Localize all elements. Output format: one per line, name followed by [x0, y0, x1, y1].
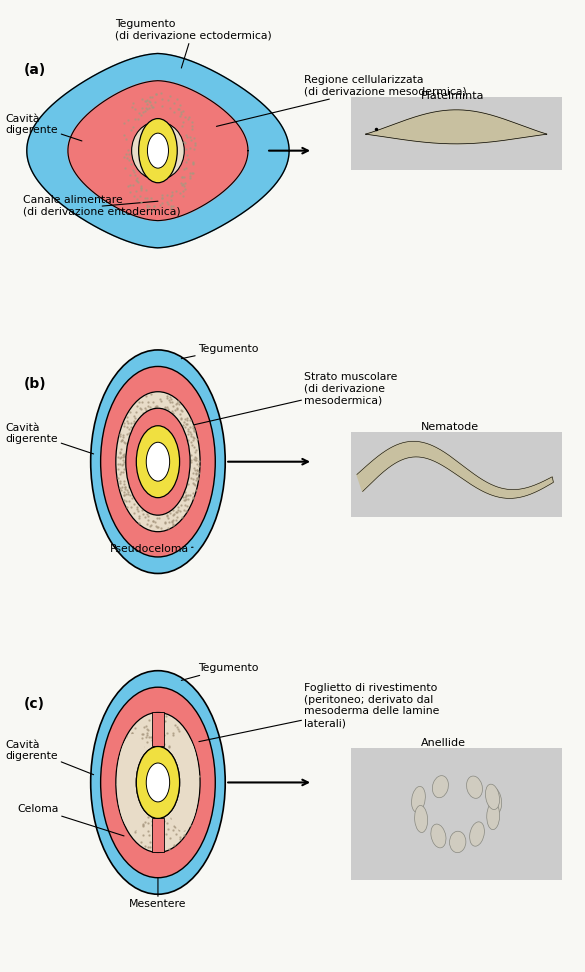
Polygon shape — [357, 441, 553, 499]
Circle shape — [91, 671, 225, 894]
Circle shape — [126, 408, 190, 515]
Polygon shape — [27, 53, 289, 248]
Ellipse shape — [486, 784, 500, 810]
Text: Regione cellularizzata
(di derivazione mesodermica): Regione cellularizzata (di derivazione m… — [216, 75, 467, 126]
Ellipse shape — [117, 734, 150, 831]
Text: Anellide: Anellide — [421, 739, 466, 748]
Text: (c): (c) — [23, 697, 44, 711]
Text: Nematode: Nematode — [421, 422, 479, 432]
Text: (a): (a) — [23, 63, 46, 77]
FancyBboxPatch shape — [351, 97, 562, 170]
Ellipse shape — [432, 776, 449, 798]
Text: Platelminta: Platelminta — [421, 91, 485, 101]
Ellipse shape — [411, 786, 425, 813]
Circle shape — [136, 746, 180, 818]
Circle shape — [101, 687, 215, 878]
Text: (b): (b) — [23, 377, 46, 391]
Text: Celoma: Celoma — [18, 804, 124, 836]
Text: Foglietto di rivestimento
(peritoneo; derivato dal
mesoderma delle lamine
latera: Foglietto di rivestimento (peritoneo; de… — [199, 683, 439, 742]
Text: Strato muscolare
(di derivazione
mesodermica): Strato muscolare (di derivazione mesoder… — [194, 372, 398, 425]
Polygon shape — [68, 81, 248, 221]
Circle shape — [146, 442, 170, 481]
Ellipse shape — [415, 806, 428, 832]
Circle shape — [91, 350, 225, 573]
Text: Pseudoceloma: Pseudoceloma — [109, 544, 193, 554]
Circle shape — [146, 763, 170, 802]
Circle shape — [139, 119, 177, 183]
Text: Mesentere: Mesentere — [129, 878, 187, 909]
Circle shape — [101, 366, 215, 557]
Ellipse shape — [132, 122, 184, 180]
Ellipse shape — [449, 831, 466, 852]
Circle shape — [136, 746, 180, 818]
Ellipse shape — [487, 803, 500, 830]
Text: Cavità
digerente: Cavità digerente — [6, 740, 94, 775]
Ellipse shape — [470, 822, 484, 847]
Polygon shape — [152, 712, 164, 746]
Text: Tegumento
(di derivazione ectodermica): Tegumento (di derivazione ectodermica) — [115, 19, 271, 68]
Text: Canale alimentare
(di derivazione entodermica): Canale alimentare (di derivazione entode… — [23, 195, 181, 217]
Polygon shape — [152, 818, 164, 852]
Text: Cavità
digerente: Cavità digerente — [6, 114, 82, 141]
Polygon shape — [366, 110, 547, 144]
Ellipse shape — [488, 787, 501, 814]
Circle shape — [147, 133, 168, 168]
FancyBboxPatch shape — [351, 748, 562, 880]
FancyBboxPatch shape — [351, 432, 562, 517]
Circle shape — [116, 392, 200, 532]
Ellipse shape — [431, 824, 446, 848]
Circle shape — [146, 763, 170, 802]
Circle shape — [116, 712, 200, 852]
Ellipse shape — [467, 776, 483, 798]
Text: Tegumento: Tegumento — [181, 344, 259, 359]
Text: Tegumento: Tegumento — [181, 663, 259, 680]
Ellipse shape — [166, 734, 199, 831]
Circle shape — [136, 426, 180, 498]
Text: Cavità
digerente: Cavità digerente — [6, 423, 94, 454]
